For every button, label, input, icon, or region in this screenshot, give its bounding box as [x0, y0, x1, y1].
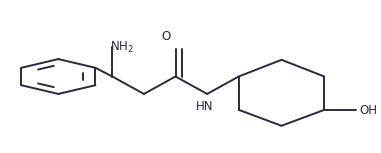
- Text: OH: OH: [360, 104, 378, 117]
- Text: O: O: [162, 30, 171, 43]
- Text: HN: HN: [195, 100, 213, 113]
- Text: NH$_2$: NH$_2$: [110, 40, 133, 55]
